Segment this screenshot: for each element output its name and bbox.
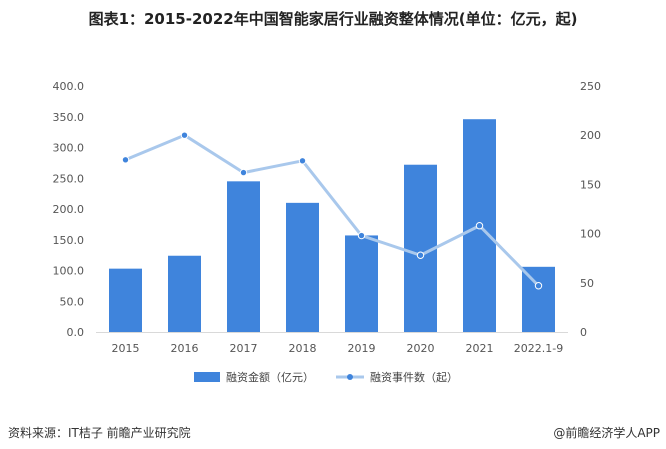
bar: [522, 266, 555, 332]
bar: [109, 268, 142, 332]
line-point: [239, 168, 248, 177]
left-axis-tick-label: 0.0: [67, 326, 85, 339]
left-axis-tick-label: 300.0: [53, 142, 85, 155]
left-axis-tick-label: 50.0: [60, 295, 85, 308]
x-axis-tick-label: 2021: [466, 342, 494, 355]
line-point: [121, 156, 130, 164]
line-point: [298, 157, 307, 165]
source-note: 资料来源：IT桔子 前瞻产业研究院: [8, 426, 191, 440]
line-point: [475, 222, 484, 230]
legend-line-marker: [347, 374, 353, 380]
series-line: [124, 133, 540, 287]
bar: [345, 235, 378, 332]
right-axis-tick-label: 50: [580, 277, 594, 290]
right-axis-tick-label: 0: [580, 326, 587, 339]
right-axis-tick-label: 250: [580, 80, 601, 93]
x-axis-tick-label: 2019: [348, 342, 376, 355]
left-axis-tick-label: 200.0: [53, 203, 85, 216]
left-axis-tick-label: 150.0: [53, 234, 85, 247]
line-point: [180, 131, 189, 139]
bar: [286, 202, 319, 332]
x-axis-tick-label: 2017: [230, 342, 258, 355]
right-axis-tick-label: 200: [580, 129, 601, 142]
legend-bar-swatch: [194, 372, 220, 382]
brand-credit: @前瞻经济学人APP: [553, 426, 660, 440]
line-point: [357, 231, 366, 240]
line-point: [534, 282, 543, 290]
right-axis-tick-label: 150: [580, 178, 601, 191]
left-axis-tick-label: 400.0: [53, 80, 85, 93]
left-axis-tick-label: 250.0: [53, 172, 85, 185]
x-axis-tick-label: 2022.1-9: [514, 342, 563, 355]
x-axis-tick-label: 2018: [289, 342, 317, 355]
bar: [168, 255, 201, 332]
x-axis-tick-label: 2020: [407, 342, 435, 355]
x-axis-tick-label: 2016: [171, 342, 199, 355]
legend-bar-label: 融资金额（亿元）: [226, 370, 314, 384]
line-point: [416, 251, 425, 259]
chart-title: 图表1：2015-2022年中国智能家居行业融资整体情况(单位：亿元，起): [88, 10, 578, 28]
left-axis-tick-label: 350.0: [53, 111, 85, 124]
left-axis-tick-label: 100.0: [53, 265, 85, 278]
x-axis-tick-label: 2015: [112, 342, 140, 355]
bar: [227, 181, 260, 332]
legend-line-label: 融资事件数（起）: [370, 371, 458, 384]
right-axis-tick-label: 100: [580, 228, 601, 241]
